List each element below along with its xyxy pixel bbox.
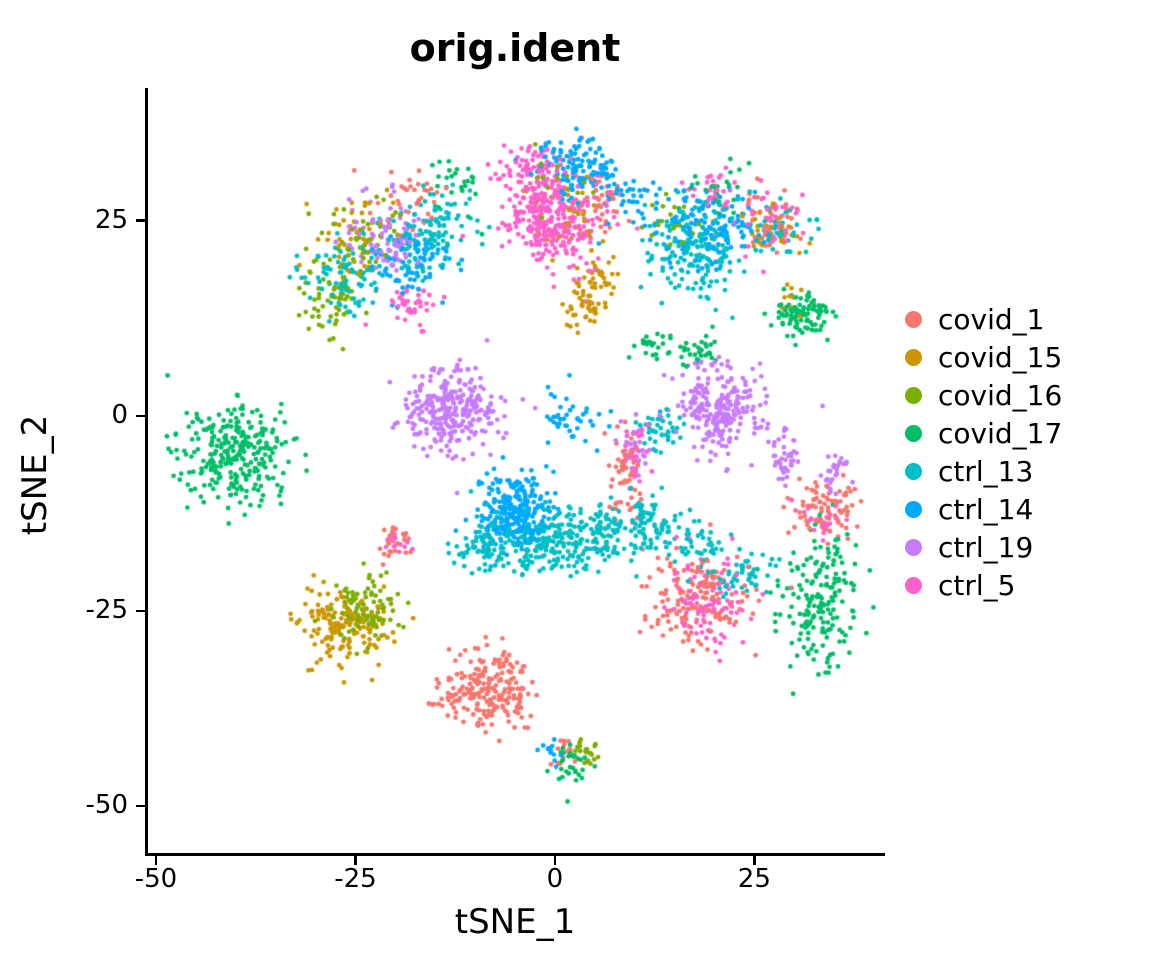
- legend-dot-icon: [905, 348, 922, 366]
- y-axis-line: [145, 88, 148, 856]
- legend-dot-icon: [905, 462, 922, 480]
- legend-dot-icon: [905, 500, 922, 518]
- legend-label: ctrl_5: [938, 568, 1016, 602]
- y-tick-mark: [136, 219, 145, 222]
- legend-label: covid_1: [938, 302, 1045, 336]
- legend-label: covid_15: [938, 340, 1063, 374]
- x-tick-label: 25: [737, 864, 771, 894]
- legend-label: covid_17: [938, 416, 1063, 450]
- x-tick-label: -50: [134, 864, 178, 894]
- legend-dot-icon: [905, 424, 922, 442]
- legend-item-covid_17: covid_17: [905, 414, 1062, 452]
- y-tick-label: -25: [85, 595, 128, 625]
- y-tick-mark: [136, 804, 145, 808]
- legend-item-covid_1: covid_1: [905, 300, 1062, 338]
- x-tick-mark: [753, 856, 756, 865]
- legend-dot-icon: [905, 386, 922, 404]
- legend-dot-icon: [905, 576, 922, 594]
- legend-item-ctrl_19: ctrl_19: [905, 528, 1062, 566]
- x-axis-line: [145, 853, 885, 856]
- legend-label: ctrl_13: [938, 454, 1034, 488]
- legend-item-ctrl_5: ctrl_5: [905, 566, 1062, 604]
- legend-item-ctrl_13: ctrl_13: [905, 452, 1062, 490]
- legend-label: covid_16: [938, 378, 1063, 412]
- x-tick-label: -25: [334, 864, 377, 894]
- y-axis-label: tSNE_2: [15, 414, 55, 536]
- x-tick-mark: [553, 856, 557, 865]
- x-tick-mark: [354, 856, 357, 865]
- legend-item-ctrl_14: ctrl_14: [905, 490, 1062, 528]
- x-tick-mark: [154, 856, 158, 865]
- y-tick-label: 25: [94, 204, 128, 235]
- x-axis-label: tSNE_1: [454, 902, 576, 942]
- y-tick-mark: [136, 609, 145, 613]
- y-tick-mark: [136, 414, 145, 418]
- y-tick-label: -50: [85, 790, 128, 821]
- legend-label: ctrl_14: [938, 492, 1034, 526]
- legend-label: ctrl_19: [938, 530, 1034, 564]
- legend-dot-icon: [905, 538, 922, 556]
- legend-item-covid_15: covid_15: [905, 338, 1062, 376]
- legend-dot-icon: [905, 310, 922, 328]
- legend-item-covid_16: covid_16: [905, 376, 1062, 414]
- y-tick-label: 0: [111, 399, 128, 430]
- x-tick-label: 0: [546, 864, 564, 894]
